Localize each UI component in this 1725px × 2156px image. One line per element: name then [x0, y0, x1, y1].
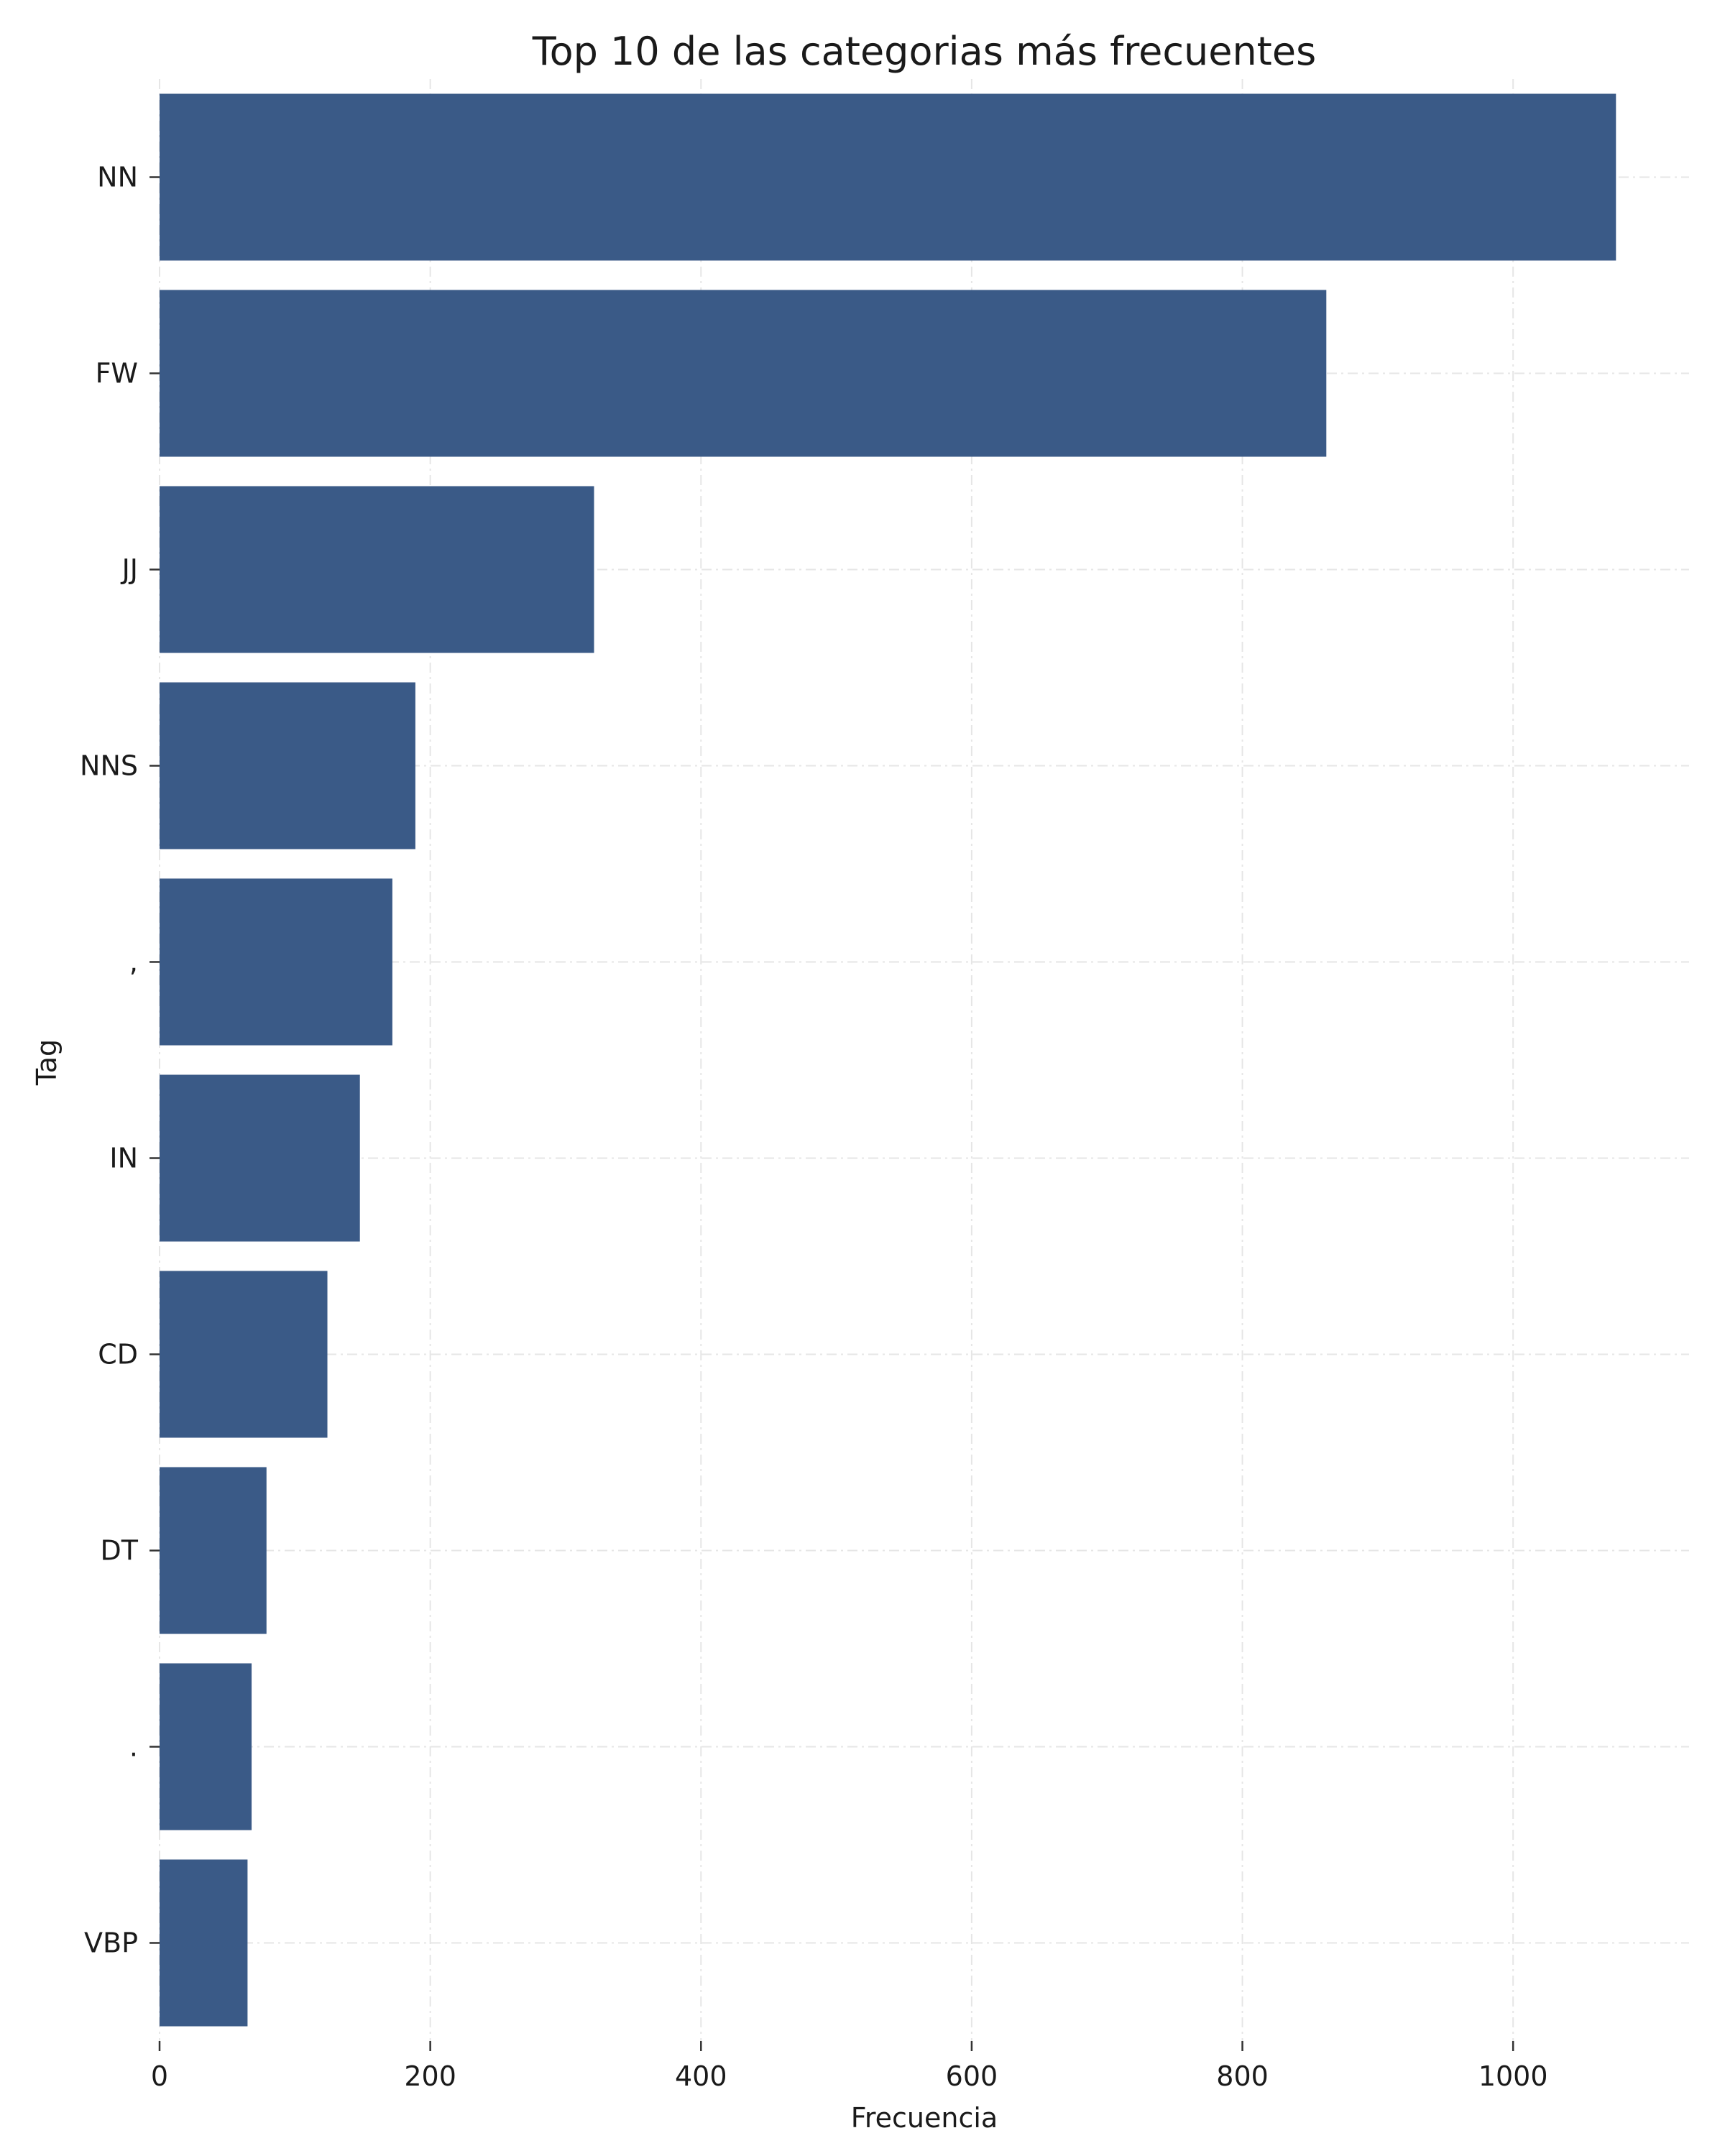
y-axis: NN FW JJ NNS, IN CD DT. VBP	[80, 162, 160, 1959]
x-tick-label: 400	[675, 2060, 727, 2092]
bar-10	[160, 1859, 248, 2027]
x-tick-label: 200	[404, 2060, 456, 2092]
y-tick-label: FW	[96, 358, 138, 390]
bars	[160, 93, 1616, 2027]
x-tick-label: 600	[946, 2060, 998, 2092]
y-tick-label: .	[129, 1731, 138, 1763]
chart-title: Top 10 de las categorias más frecuentes	[532, 29, 1316, 74]
x-tick-label: 1000	[1478, 2060, 1548, 2092]
y-axis-label: Tag	[31, 1039, 63, 1086]
y-tick-label: DT	[101, 1535, 139, 1567]
y-tick-label: NN	[97, 162, 138, 193]
y-tick-label: ,	[129, 946, 138, 978]
y-tick-label: CD	[98, 1339, 138, 1370]
x-tick-label: 800	[1216, 2060, 1269, 2092]
bar-8	[160, 1467, 267, 1634]
grid-lines	[159, 79, 1689, 2041]
bar-5	[160, 878, 392, 1046]
x-axis-label: Frecuencia	[851, 2102, 998, 2134]
bar-3	[160, 486, 594, 653]
y-tick-label: IN	[109, 1143, 138, 1174]
y-tick-label: NNS	[80, 750, 138, 782]
bar-1	[160, 93, 1616, 261]
bar-7	[160, 1271, 328, 1438]
bar-2	[160, 290, 1327, 457]
bar-9	[160, 1663, 252, 1830]
bar-4	[160, 682, 415, 849]
bar-6	[160, 1074, 360, 1242]
x-tick-label: 0	[151, 2060, 168, 2092]
x-axis: 0 200 400 600 800 1000	[151, 2041, 1548, 2092]
y-tick-label: VBP	[84, 1927, 138, 1959]
y-tick-label: JJ	[121, 554, 138, 586]
